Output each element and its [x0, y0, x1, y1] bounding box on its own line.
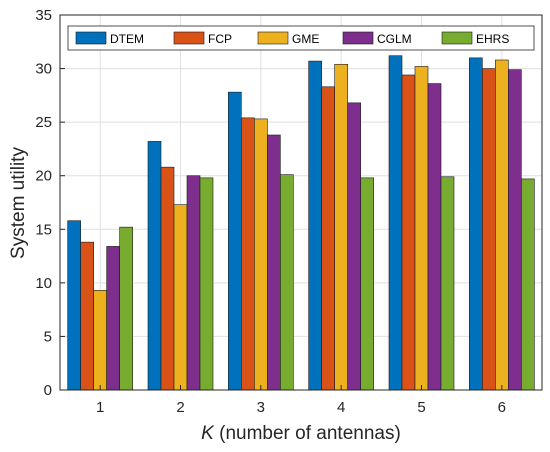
- bars: [67, 55, 535, 391]
- legend-swatch-cglm: [342, 31, 374, 45]
- bar-cglm: [267, 134, 281, 391]
- x-tick-label: 4: [337, 399, 345, 416]
- bar-fcp: [80, 241, 94, 391]
- bar-fcp: [160, 166, 175, 391]
- y-tick-label: 35: [35, 7, 52, 24]
- y-tick-label: 30: [35, 61, 52, 78]
- y-tick-label: 10: [35, 275, 52, 292]
- legend-label-gme: GME: [292, 32, 319, 46]
- bar-gme: [173, 204, 188, 391]
- bar-ehrs: [119, 226, 133, 391]
- x-tick-label: 5: [417, 399, 425, 416]
- legend-swatch-fcp: [173, 31, 205, 45]
- y-tick-label: 20: [35, 168, 52, 185]
- bar-dtem: [228, 91, 242, 391]
- y-axis-label: System utility: [8, 147, 29, 259]
- y-axis: 0 5 10 15 20 25 30 35: [35, 7, 65, 399]
- plot-frame: [59, 14, 543, 391]
- bar-gme: [495, 59, 509, 391]
- bar-fcp: [482, 68, 496, 391]
- legend-swatch-ehrs: [441, 31, 473, 45]
- bar-gme: [334, 63, 348, 391]
- legend-label-dtem: DTEM: [110, 32, 144, 46]
- bar-ehrs: [521, 178, 535, 391]
- x-axis-label-variable: K: [201, 423, 215, 444]
- bar-gme: [254, 118, 268, 391]
- legend-label-fcp: FCP: [208, 32, 232, 46]
- bar-dtem: [67, 220, 81, 391]
- x-tick-label: 1: [96, 399, 104, 416]
- bar-dtem: [388, 55, 403, 391]
- legend-label-ehrs: EHRS: [476, 32, 509, 46]
- legend-label-cglm: CGLM: [377, 32, 412, 46]
- bar-ehrs: [360, 177, 374, 391]
- bar-gme: [93, 290, 107, 391]
- y-tick-label: 25: [35, 114, 52, 131]
- bar-dtem: [147, 141, 162, 391]
- bar-ehrs: [440, 176, 455, 391]
- bar-fcp: [241, 117, 255, 391]
- y-tick-label: 15: [35, 221, 52, 238]
- x-axis: 1 2 3 4 5 6: [96, 385, 506, 416]
- x-axis-label-text: (number of antennas): [214, 423, 401, 444]
- legend-swatch-dtem: [75, 31, 107, 45]
- plot-area: [60, 15, 542, 390]
- legend-swatch-gme: [257, 31, 289, 45]
- bar-fcp: [321, 86, 335, 391]
- bar-dtem: [469, 57, 483, 391]
- bar-fcp: [401, 74, 416, 391]
- y-tick-label: 0: [44, 382, 52, 399]
- bar-gme: [414, 66, 429, 391]
- bar-dtem: [308, 60, 322, 391]
- y-tick-label: 5: [44, 328, 52, 345]
- x-tick-label: 2: [176, 399, 184, 416]
- x-axis-label: K (number of antennas): [201, 423, 401, 444]
- x-tick-label: 6: [498, 399, 506, 416]
- bar-cglm: [106, 246, 120, 391]
- bar-cglm: [186, 175, 201, 391]
- bar-cglm: [508, 69, 522, 391]
- bar-cglm: [347, 102, 361, 391]
- x-tick-label: 3: [257, 399, 265, 416]
- bar-cglm: [427, 83, 442, 391]
- bar-ehrs: [280, 174, 294, 391]
- legend: DTEM FCP GME CGLM EHRS: [67, 25, 535, 51]
- bar-ehrs: [199, 177, 214, 391]
